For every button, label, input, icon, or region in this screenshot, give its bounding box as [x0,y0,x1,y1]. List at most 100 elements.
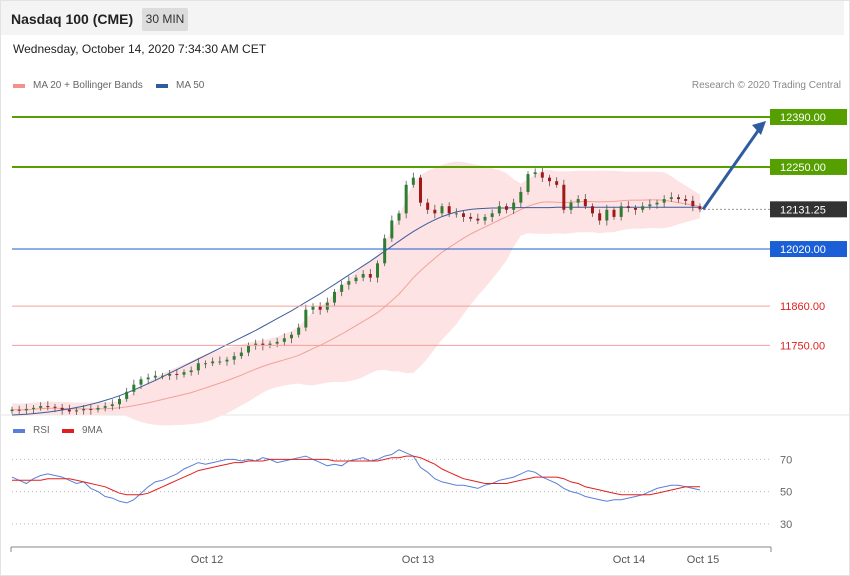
candle-body [440,206,444,214]
candle [75,407,78,415]
candle [232,352,236,365]
candle [598,209,602,225]
candle [139,376,143,389]
candle-body [139,379,143,385]
legend-ma50-label: MA 50 [176,80,205,91]
candle-body [118,398,121,405]
candle [397,210,401,225]
candle-body [669,197,673,200]
candle-body [239,352,243,357]
candle [67,404,71,415]
timeframe-button[interactable]: 30 MIN [142,8,188,31]
candle-body [82,408,86,411]
candle [533,168,537,178]
candle [526,171,530,195]
candle [411,172,415,188]
candle-body [454,213,458,215]
candle-body [211,361,215,364]
candle-body [684,199,688,201]
bollinger-band [12,161,700,426]
candle [103,402,107,412]
candle [576,195,580,208]
candle [39,402,43,411]
candle [60,403,64,415]
candle [490,209,494,222]
candle-body [555,181,559,185]
candle-body [268,343,272,346]
ma9-swatch [62,428,74,433]
candle [297,323,301,338]
candle-body [89,408,93,410]
candle-body [282,338,286,342]
candle-body [261,343,265,346]
candle-body [368,274,372,278]
level-tag-bg [770,158,847,175]
candle [354,274,358,285]
level-tag-pivot: 12020.00 [780,244,826,256]
level-tag-bg [770,241,847,258]
candle [110,399,114,411]
candle [53,403,57,413]
candle-body [110,404,114,407]
candle-body [196,363,200,371]
legend-rsi-label: RSI [33,425,50,436]
candle-body [390,220,394,239]
candle [383,234,387,267]
legend-ma20: MA 20 + Bollinger Bands [13,80,143,91]
candle-body [576,199,580,203]
candle-body [168,373,172,376]
candle [569,199,573,215]
candle-body [519,191,523,203]
candle [168,370,172,381]
candle [82,405,86,415]
ma50-swatch [156,83,168,88]
candle-body [533,172,537,175]
candle [655,199,659,209]
candle-body [512,202,516,210]
candle [626,201,630,213]
candle-body [125,391,129,399]
candle [290,331,293,344]
candle-body [175,373,179,375]
candle [96,405,100,413]
x-tick-label: Oct 14 [613,554,645,566]
projection-arrow-head [752,120,766,135]
candle-body [347,281,351,285]
candle-body [476,218,480,221]
candle-body [677,197,680,200]
candle [196,358,200,375]
candle [497,201,501,217]
candle [132,379,136,396]
x-tick-label: Oct 13 [402,554,434,566]
candle-body [569,202,573,210]
candle [669,192,673,202]
candle-body [691,200,695,207]
candle [548,174,551,187]
candle-body [333,291,336,303]
candle-body [404,184,408,214]
candle [583,194,587,210]
candle [376,260,379,283]
level-tag-bg [770,201,847,218]
candle-body [39,406,43,408]
candle-body [354,277,358,282]
candle-body [290,334,293,339]
candle-body [662,199,666,203]
candle [368,269,372,282]
candle [161,372,164,380]
candle-body [548,177,551,182]
candle-body [376,263,379,278]
candle [282,333,286,347]
candle-body [648,204,652,207]
candle-body [655,202,659,205]
candle [268,340,272,349]
candle [540,167,544,182]
candle-body [132,384,136,392]
candle [89,403,93,415]
candle-body [583,199,587,207]
rsi-ma9-line [12,455,700,496]
candle-body [304,309,308,328]
candle-body [32,407,35,409]
projection-arrow-shaft [701,127,762,211]
candle-body [10,409,14,412]
